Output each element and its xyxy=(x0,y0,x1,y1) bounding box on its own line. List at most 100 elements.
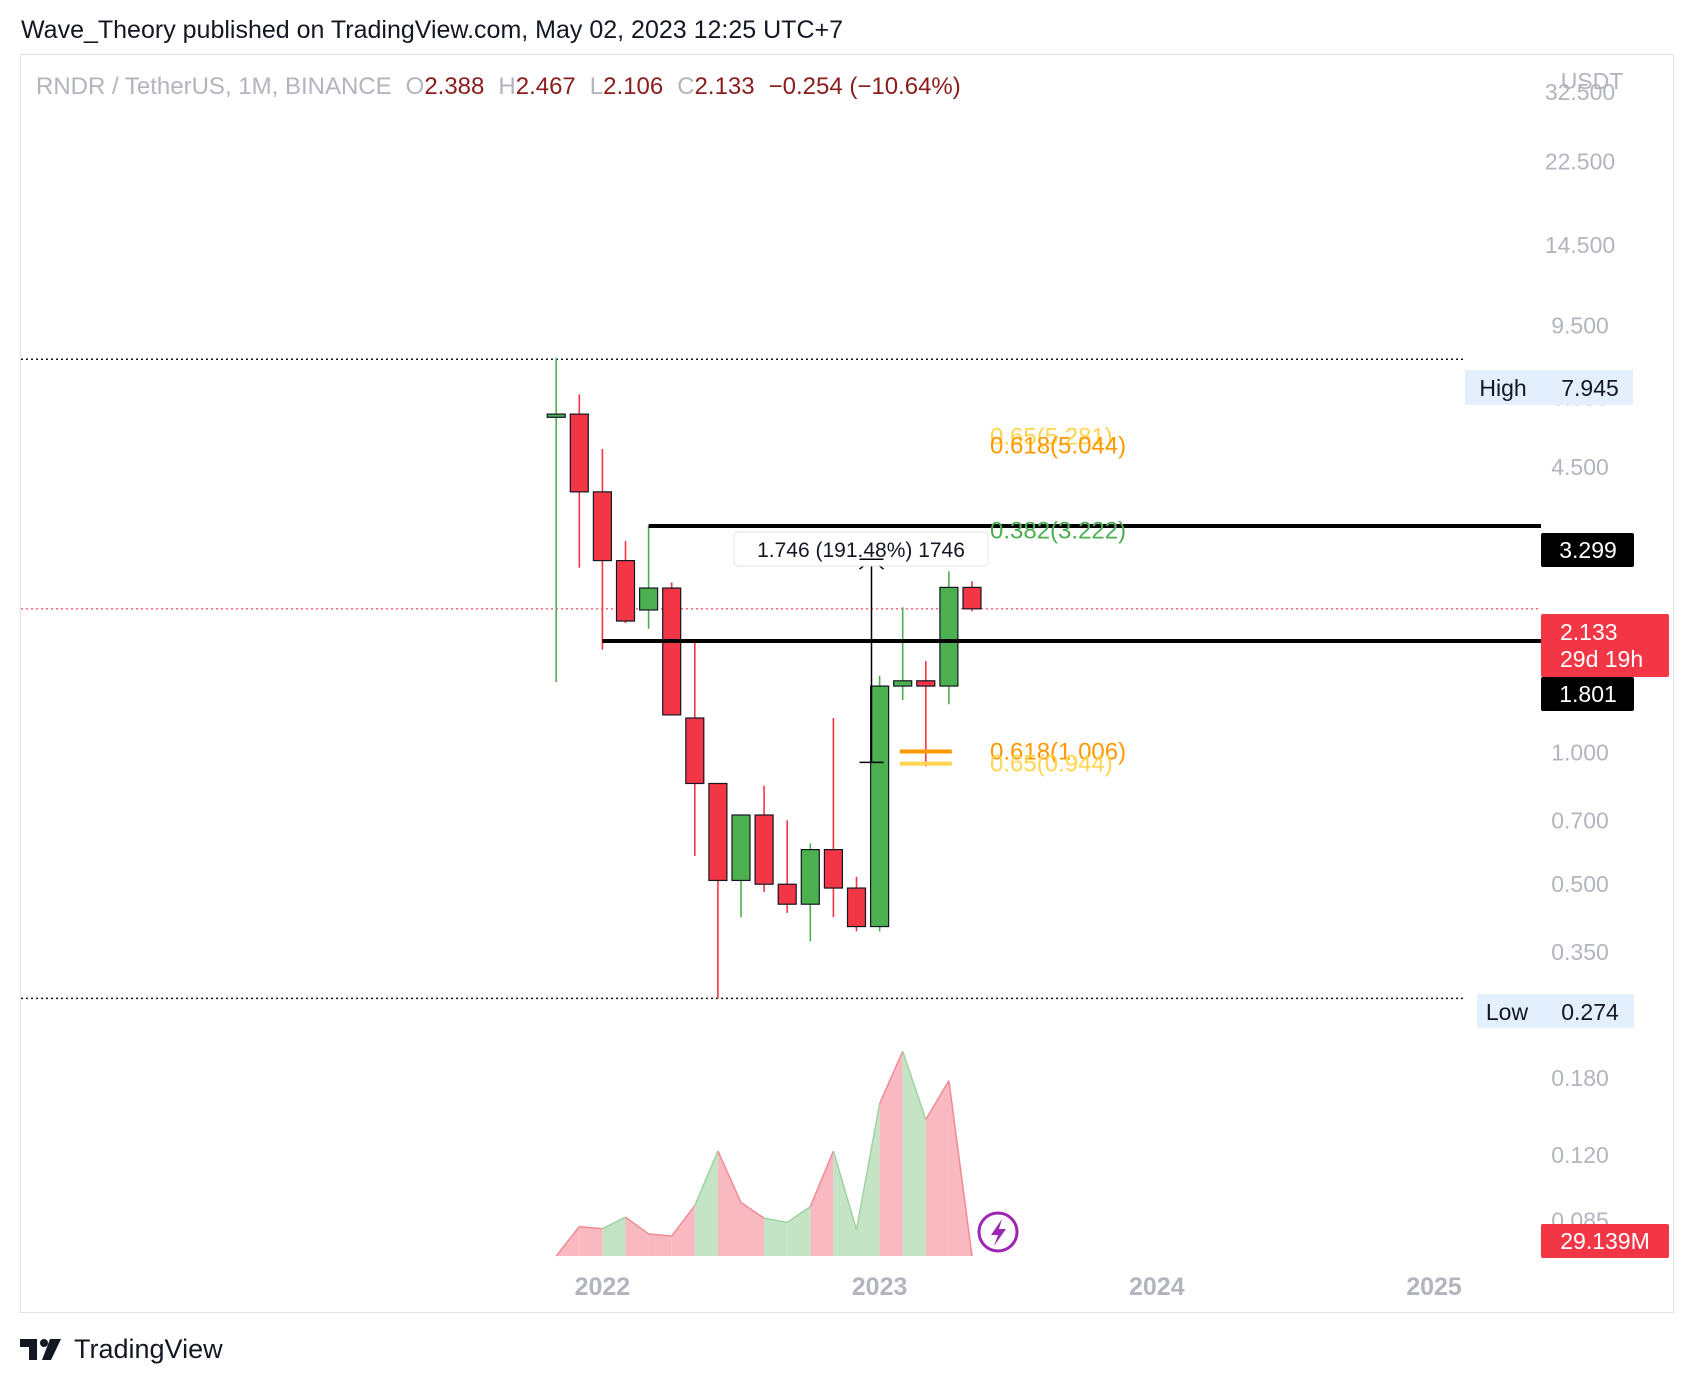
fib-label: 0.65(0.944) xyxy=(990,751,1113,778)
candle[interactable] xyxy=(962,581,982,612)
candle[interactable] xyxy=(546,357,566,683)
candle[interactable] xyxy=(569,394,589,568)
candle[interactable] xyxy=(638,526,659,629)
candle[interactable] xyxy=(592,449,613,650)
candle-body xyxy=(939,586,959,687)
volume-segment-edge xyxy=(786,1206,811,1224)
volume-area xyxy=(555,1050,973,1257)
level-1801-value: 1.801 xyxy=(1559,681,1617,707)
candle[interactable] xyxy=(754,785,774,892)
candle-body xyxy=(546,413,566,418)
candle[interactable] xyxy=(708,782,728,999)
volume-segment-edge xyxy=(602,1216,626,1230)
x-tick-label: 2024 xyxy=(1129,1273,1185,1301)
volume-segment xyxy=(833,1151,857,1256)
volume-segment-edge xyxy=(925,1080,950,1120)
legend-h-value: 2.467 xyxy=(516,73,576,100)
volume-segment-edge xyxy=(878,1050,904,1105)
lightning-icon[interactable] xyxy=(977,1211,1019,1253)
legend-l-label: L xyxy=(590,73,603,100)
candle-body xyxy=(569,413,589,493)
measure-label-box xyxy=(733,531,989,567)
volume-segment-edge xyxy=(901,1051,927,1120)
y-tick-label: 22.500 xyxy=(1545,149,1615,175)
volume-segment xyxy=(671,1205,695,1256)
candle[interactable] xyxy=(615,540,636,623)
ohlc-legend: RNDR / TetherUS, 1M, BINANCE O2.388 H2.467… xyxy=(36,73,961,100)
volume-segment-edge xyxy=(579,1225,603,1230)
candle[interactable] xyxy=(846,876,867,932)
legend-c-value: 2.133 xyxy=(695,73,755,100)
high-low-marker-lines xyxy=(21,358,1541,1000)
candle[interactable] xyxy=(939,571,959,705)
y-tick-label: 0.500 xyxy=(1551,871,1609,897)
volume-segment-edge xyxy=(717,1150,742,1203)
volume-badge: 29.139M xyxy=(1541,1224,1669,1258)
legend-h-label: H xyxy=(498,73,515,100)
x-axis-ticks: 2022 2023 2024 2025 xyxy=(575,1273,1462,1301)
candle-body xyxy=(592,491,613,562)
axis-labels: High 7.945 3.299 2.133 29d 19h 1.801 Low… xyxy=(1465,370,1669,1258)
candle[interactable] xyxy=(662,582,682,716)
fib-levels[interactable]: 0.65(5.281)0.618(5.044) 0.382(3.222) 0.618… xyxy=(899,424,1126,778)
volume-segment-edge xyxy=(555,1226,580,1257)
volume-segment-edge xyxy=(625,1216,650,1235)
y-tick-label: 9.500 xyxy=(1551,312,1609,338)
high-marker: High 7.945 xyxy=(1465,370,1633,405)
x-tick-label: 2022 xyxy=(575,1273,631,1301)
candle[interactable] xyxy=(916,661,936,767)
candle[interactable] xyxy=(893,607,913,700)
tradingview-brand[interactable]: TradingView xyxy=(20,1334,223,1365)
candles[interactable] xyxy=(546,357,982,999)
volume-segment xyxy=(625,1217,649,1256)
candle-body xyxy=(800,849,820,905)
volume-segment xyxy=(648,1233,672,1256)
legend-l-value: 2.106 xyxy=(603,73,663,100)
candle[interactable] xyxy=(800,843,820,942)
volume-segment xyxy=(810,1151,834,1256)
legend-change: −0.254 (−10.64%) xyxy=(769,73,961,100)
candle-body xyxy=(708,782,728,882)
low-label: Low xyxy=(1486,999,1529,1025)
low-marker: Low 0.274 xyxy=(1477,994,1634,1028)
candle[interactable] xyxy=(777,820,797,913)
volume-segment xyxy=(879,1051,903,1256)
volume-segment xyxy=(694,1151,718,1256)
candle-body xyxy=(846,887,867,928)
currency-label: USDT xyxy=(1561,68,1624,94)
volume-value: 29.139M xyxy=(1560,1228,1650,1254)
candle[interactable] xyxy=(731,814,751,918)
level-3299-badge: 3.299 xyxy=(1541,533,1634,567)
candle-body xyxy=(893,680,913,687)
x-tick-label: 2023 xyxy=(852,1273,908,1301)
last-price-value: 2.133 xyxy=(1560,619,1618,645)
candle-body xyxy=(731,814,751,882)
brand-text: TradingView xyxy=(74,1334,223,1364)
measure-tool[interactable]: 1.746 (191.48%) 1746 xyxy=(733,531,989,764)
candle-body xyxy=(823,849,844,889)
volume-segment-edge xyxy=(763,1217,788,1224)
volume-segment-edge xyxy=(809,1150,835,1207)
candle[interactable] xyxy=(823,718,844,918)
volume-segment-edge xyxy=(832,1150,858,1230)
last-price-countdown: 29d 19h xyxy=(1560,646,1643,672)
volume-segment xyxy=(902,1051,926,1256)
y-tick-label: 0.700 xyxy=(1551,807,1609,833)
volume-segment-edge xyxy=(740,1201,765,1219)
low-value: 0.274 xyxy=(1561,999,1619,1025)
fib-label: 0.618(1.006) xyxy=(990,738,1126,765)
candle[interactable] xyxy=(869,675,890,932)
level-1801-badge: 1.801 xyxy=(1541,677,1634,711)
volume-segment xyxy=(579,1226,603,1256)
candle-body xyxy=(916,680,936,687)
horizontal-levels[interactable] xyxy=(602,524,1541,643)
candle[interactable] xyxy=(685,641,705,857)
candle-body xyxy=(662,587,682,716)
volume-segment xyxy=(925,1080,949,1256)
candle-body xyxy=(869,685,890,928)
volume-segment-edge xyxy=(948,1080,973,1257)
volume-segment xyxy=(764,1218,788,1256)
candle-body xyxy=(685,717,705,785)
